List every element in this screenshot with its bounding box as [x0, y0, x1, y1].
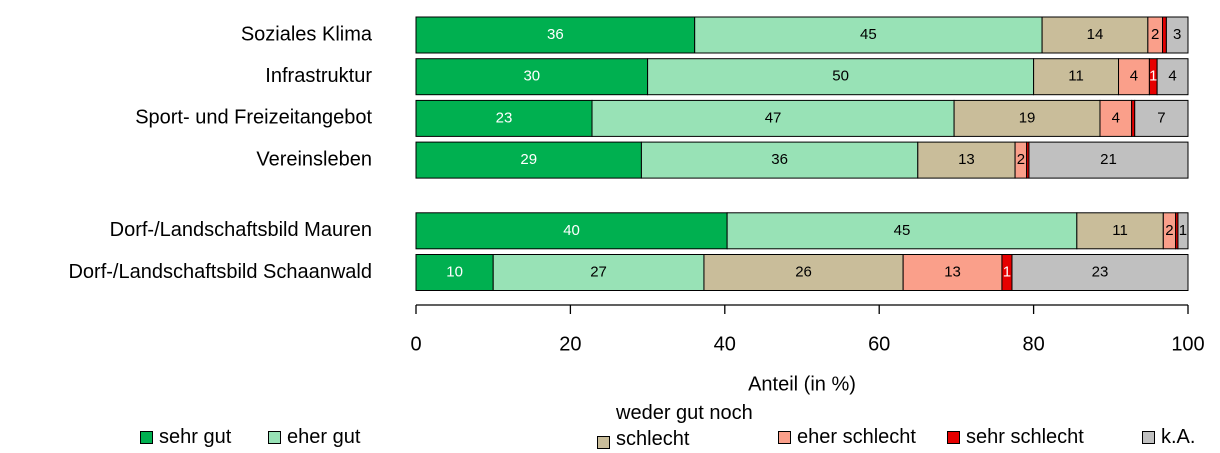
bar-value-label: 30: [523, 68, 540, 85]
bar-segment: [953, 99, 1101, 137]
bar-value-label: 13: [958, 151, 975, 168]
bar-value-label: 40: [563, 222, 580, 239]
bar-value-label: 4: [1112, 109, 1120, 126]
bar-segment: [1028, 141, 1189, 179]
legend-item: sehr gut: [140, 424, 231, 450]
legend-label: eher schlecht: [797, 426, 916, 448]
legend-label: sehr gut: [159, 426, 232, 448]
bar-value-label: 19: [1019, 109, 1036, 126]
bar-segment: [703, 254, 904, 291]
legend-swatch: [597, 435, 610, 449]
legend-swatch: [268, 430, 281, 444]
bar-segment: [1162, 16, 1167, 54]
bar-segment: [415, 254, 494, 291]
bar-segment: [647, 58, 1035, 96]
legend-swatch: [947, 430, 960, 444]
bar-segment: [415, 212, 728, 250]
bar-segment: [640, 141, 919, 179]
bar-value-label: 4: [1168, 68, 1176, 85]
bar-value-label: 14: [1087, 26, 1104, 43]
bar-segment: [1041, 16, 1149, 54]
legend-label: eher gut: [287, 426, 361, 448]
legend-label: sehr schlecht: [966, 426, 1084, 448]
category-label: Dorf-/Landschaftsbild Schaanwald: [68, 261, 372, 283]
bar-value-label: 11: [1112, 222, 1128, 239]
bar-segment: [492, 254, 705, 291]
bar-segment: [694, 16, 1043, 54]
x-tick-label: 20: [559, 333, 581, 355]
bar-value-label: 36: [771, 151, 788, 168]
legend-label: weder gut noch schlecht: [616, 402, 753, 450]
bar-value-label: 23: [1092, 263, 1109, 280]
bar-value-label: 2: [1017, 151, 1025, 168]
bar-segment: [1011, 254, 1189, 291]
bar-segment: [415, 141, 642, 179]
bar-value-label: 45: [894, 222, 911, 239]
bar-value-label: 27: [590, 263, 607, 280]
category-label: Sport- und Freizeitangebot: [135, 107, 372, 129]
bar-value-label: 11: [1068, 68, 1084, 85]
legend-item: weder gut noch schlecht: [597, 400, 756, 452]
x-tick-label: 100: [1171, 333, 1204, 355]
bar-segment: [1118, 58, 1150, 96]
bar-value-label: 50: [832, 68, 849, 85]
category-label: Soziales Klima: [241, 23, 373, 45]
x-tick-label: 80: [1022, 333, 1044, 355]
x-tick-label: 60: [868, 333, 890, 355]
legend-swatch: [1142, 430, 1155, 444]
bar-segment: [415, 16, 696, 54]
bar-value-label: 45: [860, 26, 877, 43]
bar-value-label: 29: [520, 151, 537, 168]
bar-segment: [1076, 212, 1164, 250]
x-axis-label: Anteil (in %): [748, 373, 856, 395]
bar-segment: [415, 99, 593, 137]
bar-value-label: 7: [1157, 109, 1165, 126]
bar-value-label: 10: [446, 263, 463, 280]
bar-segment: [591, 99, 955, 137]
bar-value-label: 23: [496, 109, 513, 126]
bar-value-label: 1: [1149, 68, 1157, 85]
bar-segment: [1134, 99, 1189, 137]
bar-value-label: 3: [1173, 26, 1181, 43]
bar-segment: [1033, 58, 1120, 96]
bar-value-label: 1: [1003, 263, 1011, 280]
bar-segment: [1099, 99, 1133, 137]
category-label: Vereinsleben: [256, 148, 372, 170]
legend-label: k.A.: [1161, 426, 1196, 448]
bar-value-label: 2: [1165, 222, 1173, 239]
bar-value-label: 21: [1100, 151, 1117, 168]
bar-value-label: 36: [547, 26, 564, 43]
bar-value-label: 26: [795, 263, 812, 280]
bar-value-label: 13: [944, 263, 961, 280]
bar-segment: [1156, 58, 1189, 96]
bar-value-label: 4: [1130, 68, 1138, 85]
bar-segment: [1165, 16, 1189, 54]
bar-segment: [726, 212, 1078, 250]
bar-segment: [415, 58, 649, 96]
legend-item: k.A.: [1142, 424, 1195, 450]
legend-item: eher schlecht: [778, 424, 916, 450]
bar-segment: [917, 141, 1016, 179]
bar-segment: [1177, 212, 1189, 250]
legend-swatch: [140, 430, 153, 444]
bar-value-label: 47: [765, 109, 782, 126]
legend-swatch: [778, 430, 791, 444]
legend-item: sehr schlecht: [947, 424, 1084, 450]
x-tick-label: 0: [410, 333, 421, 355]
legend-item: eher gut: [268, 424, 360, 450]
category-label: Infrastruktur: [265, 65, 372, 87]
x-tick-label: 40: [714, 333, 736, 355]
bar-value-label: 1: [1179, 222, 1187, 239]
category-label: Dorf-/Landschaftsbild Mauren: [110, 219, 372, 241]
bar-value-label: 2: [1151, 26, 1159, 43]
